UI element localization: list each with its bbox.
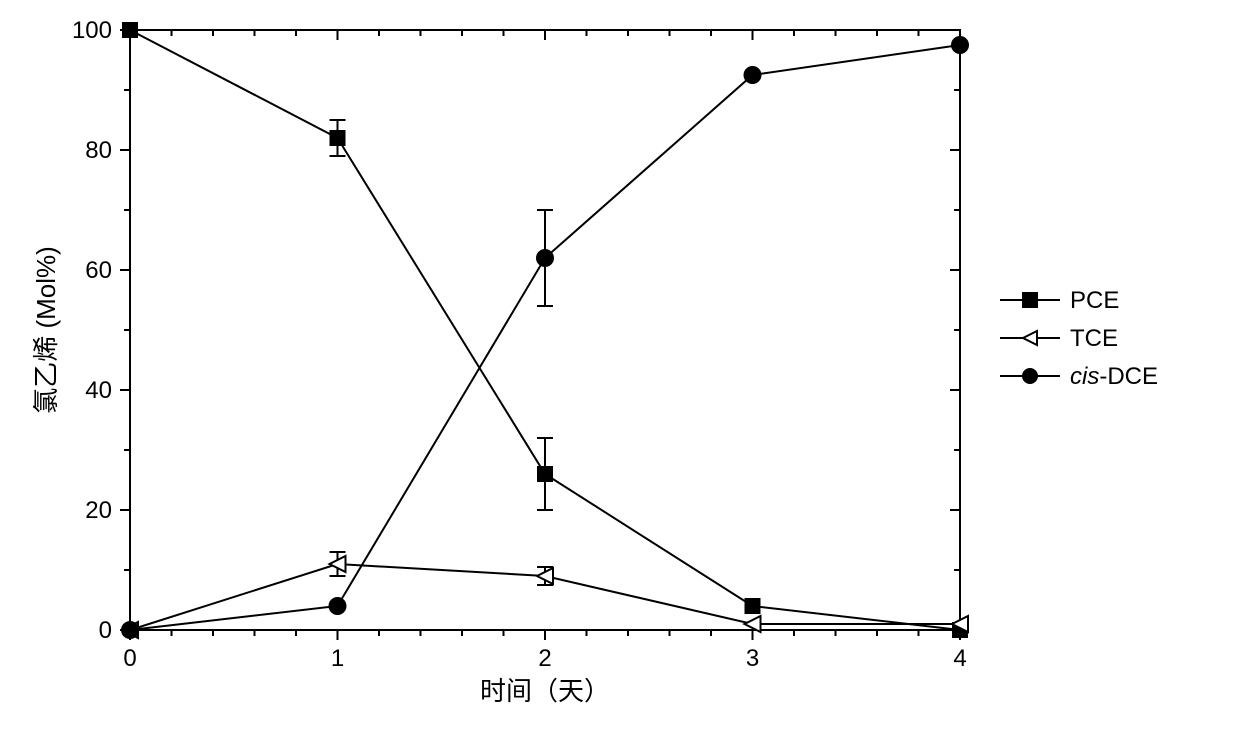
legend-label-pce: PCE bbox=[1070, 287, 1119, 314]
plot-frame bbox=[130, 30, 960, 630]
y-tick-label: 20 bbox=[85, 497, 112, 524]
x-tick-label: 3 bbox=[746, 645, 759, 672]
x-axis-title: 时间（天） bbox=[480, 676, 610, 706]
series-line-pce bbox=[130, 30, 960, 630]
y-tick-label: 100 bbox=[72, 17, 112, 44]
y-axis-title: 氯乙烯 (Mol%) bbox=[31, 246, 61, 414]
x-tick-label: 2 bbox=[538, 645, 551, 672]
y-tick-label: 60 bbox=[85, 257, 112, 284]
y-tick-label: 80 bbox=[85, 137, 112, 164]
chart-figure: 01234020406080100时间（天）氯乙烯 (Mol%)PCETCEci… bbox=[0, 0, 1240, 746]
chart-svg: 01234020406080100时间（天）氯乙烯 (Mol%)PCETCEci… bbox=[0, 0, 1240, 746]
x-tick-label: 1 bbox=[331, 645, 344, 672]
x-tick-label: 0 bbox=[123, 645, 136, 672]
y-tick-label: 40 bbox=[85, 377, 112, 404]
x-tick-label: 4 bbox=[953, 645, 966, 672]
y-tick-label: 0 bbox=[99, 617, 112, 644]
legend-label-tce: TCE bbox=[1070, 325, 1118, 352]
series-line-cis bbox=[130, 45, 960, 630]
legend-label-cis: cis-DCE bbox=[1070, 363, 1158, 390]
